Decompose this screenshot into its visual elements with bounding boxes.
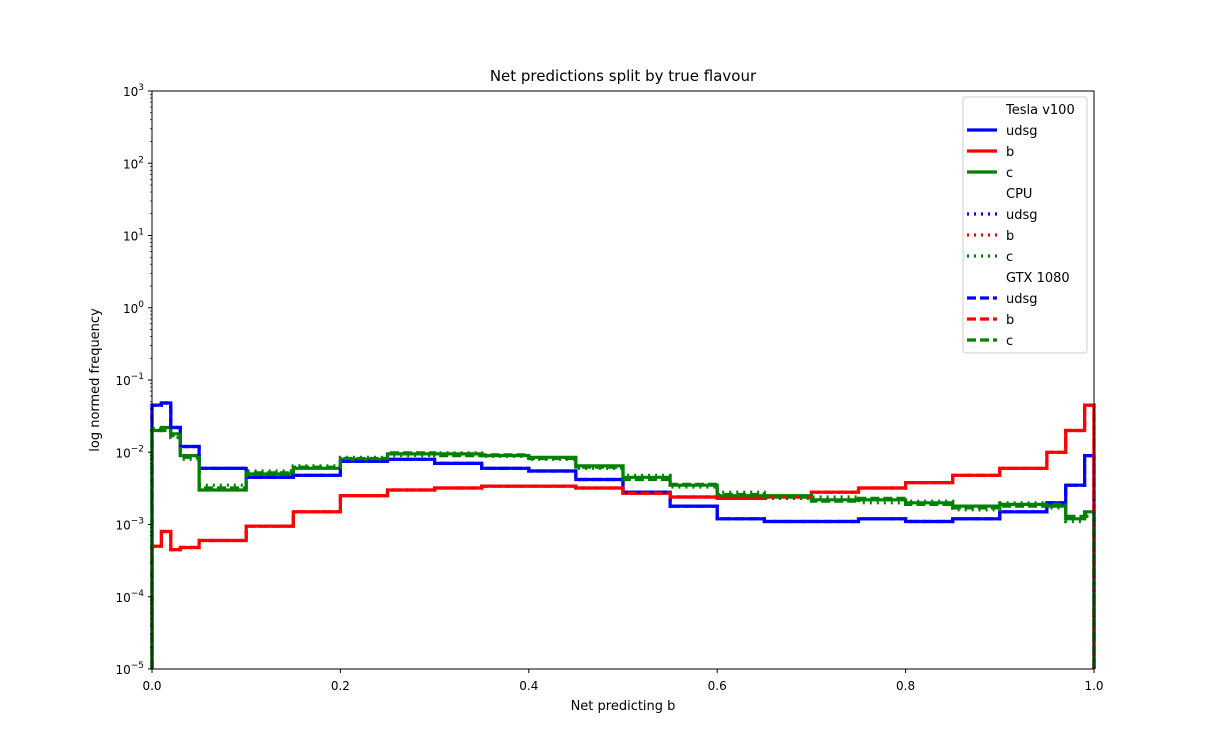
y-tick-base: 10	[123, 302, 138, 316]
y-tick-label: 100	[123, 300, 144, 316]
legend-box	[962, 96, 1088, 354]
legend-entry-label: udsg	[1006, 124, 1038, 139]
series-udsg-dashed	[150, 401, 1096, 669]
legend-group-label: GTX 1080	[1006, 271, 1070, 286]
y-tick-label: 10−1	[115, 372, 144, 388]
series-b-dashed	[150, 403, 1096, 669]
y-tick-base: 10	[115, 591, 130, 605]
legend-entry-label: b	[1006, 229, 1014, 244]
y-tick-exponent: −4	[131, 589, 145, 599]
y-tick-label: 10−5	[115, 661, 144, 677]
y-tick-base: 10	[123, 85, 138, 99]
y-tick-exponent: 1	[138, 228, 144, 238]
y-tick-base: 10	[115, 519, 130, 533]
x-tick-label: 1.0	[1084, 679, 1103, 693]
x-axis: 0.0 0.2 0.4 0.6 0.8 1.0	[142, 669, 1104, 693]
chart-title: Net predictions split by true flavour	[490, 67, 757, 85]
y-tick-base: 10	[123, 230, 138, 244]
y-tick-label: 10−4	[115, 589, 144, 605]
legend-group-label: Tesla v100	[1005, 103, 1075, 118]
x-tick-label: 0.0	[142, 679, 161, 693]
legend-entry-label: b	[1006, 145, 1014, 160]
legend-entry-label: udsg	[1006, 292, 1038, 307]
y-tick-exponent: −3	[131, 517, 144, 527]
y-tick-base: 10	[115, 374, 130, 388]
y-tick-label: 10−2	[115, 444, 144, 460]
y-tick-base: 10	[115, 446, 130, 460]
x-tick-label: 0.4	[519, 679, 538, 693]
x-tick-label: 0.6	[708, 679, 727, 693]
y-tick-exponent: 0	[138, 300, 144, 310]
plot-area	[152, 91, 1094, 669]
y-tick-label: 103	[123, 83, 144, 99]
y-tick-exponent: −1	[131, 372, 144, 382]
y-tick-base: 10	[123, 157, 138, 171]
legend-entry-label: c	[1006, 334, 1013, 349]
legend-entry-label: c	[1006, 250, 1013, 265]
x-axis-label: Net predicting b	[571, 699, 676, 714]
series-layer	[150, 401, 1096, 669]
legend-group-label: CPU	[1006, 187, 1032, 202]
legend-entry-label: b	[1006, 313, 1014, 328]
series-c-dashed	[150, 427, 1096, 669]
y-tick-exponent: 3	[138, 83, 144, 93]
legend-entry-label: c	[1006, 166, 1013, 181]
x-tick-label: 0.2	[331, 679, 350, 693]
y-tick-label: 101	[123, 228, 144, 244]
legend-entry-label: udsg	[1006, 208, 1038, 223]
y-tick-exponent: 2	[138, 155, 144, 165]
x-tick-label: 0.8	[896, 679, 915, 693]
y-tick-exponent: −5	[131, 661, 144, 671]
y-tick-label: 10−3	[115, 517, 144, 533]
y-axis-label: log normed frequency	[88, 308, 103, 452]
y-tick-label: 102	[123, 155, 144, 171]
y-tick-exponent: −2	[131, 444, 144, 454]
y-tick-base: 10	[115, 663, 130, 677]
